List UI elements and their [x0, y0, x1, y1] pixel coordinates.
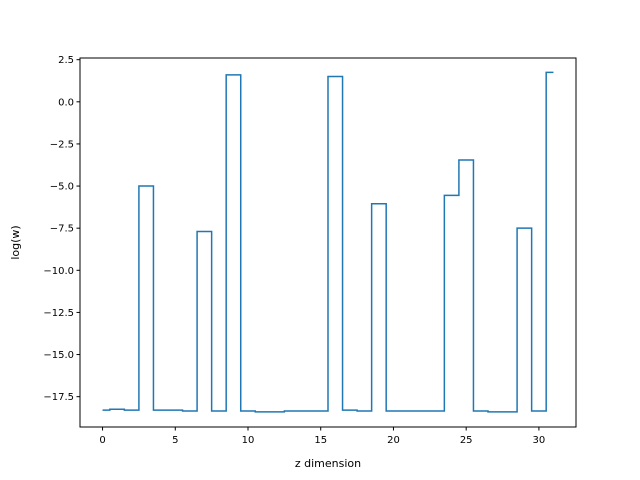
y-axis-ticks: 2.5 0.0 −2.5 −5.0 −7.5 −10.0 −12.5 −15.0 −17.5	[43, 55, 80, 403]
plot-area	[102, 71, 554, 413]
x-tick-label: 25	[460, 435, 473, 446]
x-tick-label: 20	[387, 435, 400, 446]
axes-frame	[79, 57, 577, 428]
x-tick-label: 0	[99, 435, 105, 446]
y-tick-label: −2.5	[50, 139, 74, 150]
x-tick-label: 5	[172, 435, 178, 446]
y-tick-label: −15.0	[43, 350, 74, 361]
series-line	[102, 71, 554, 413]
y-tick-label: 0.0	[58, 97, 74, 108]
y-tick-label: 2.5	[58, 55, 74, 66]
x-tick-label: 30	[533, 435, 546, 446]
y-tick-label: −10.0	[43, 266, 74, 277]
x-axis-label: z dimension	[295, 457, 361, 470]
y-tick-label: −7.5	[50, 224, 74, 235]
y-tick-label: −12.5	[43, 308, 74, 319]
y-axis-label: log(w)	[9, 225, 22, 259]
x-tick-label: 15	[314, 435, 327, 446]
y-tick-label: −17.5	[43, 392, 74, 403]
x-tick-label: 10	[242, 435, 255, 446]
x-axis-ticks: 0 5 10 15 20 25 30	[99, 427, 545, 446]
y-tick-label: −5.0	[50, 182, 74, 193]
